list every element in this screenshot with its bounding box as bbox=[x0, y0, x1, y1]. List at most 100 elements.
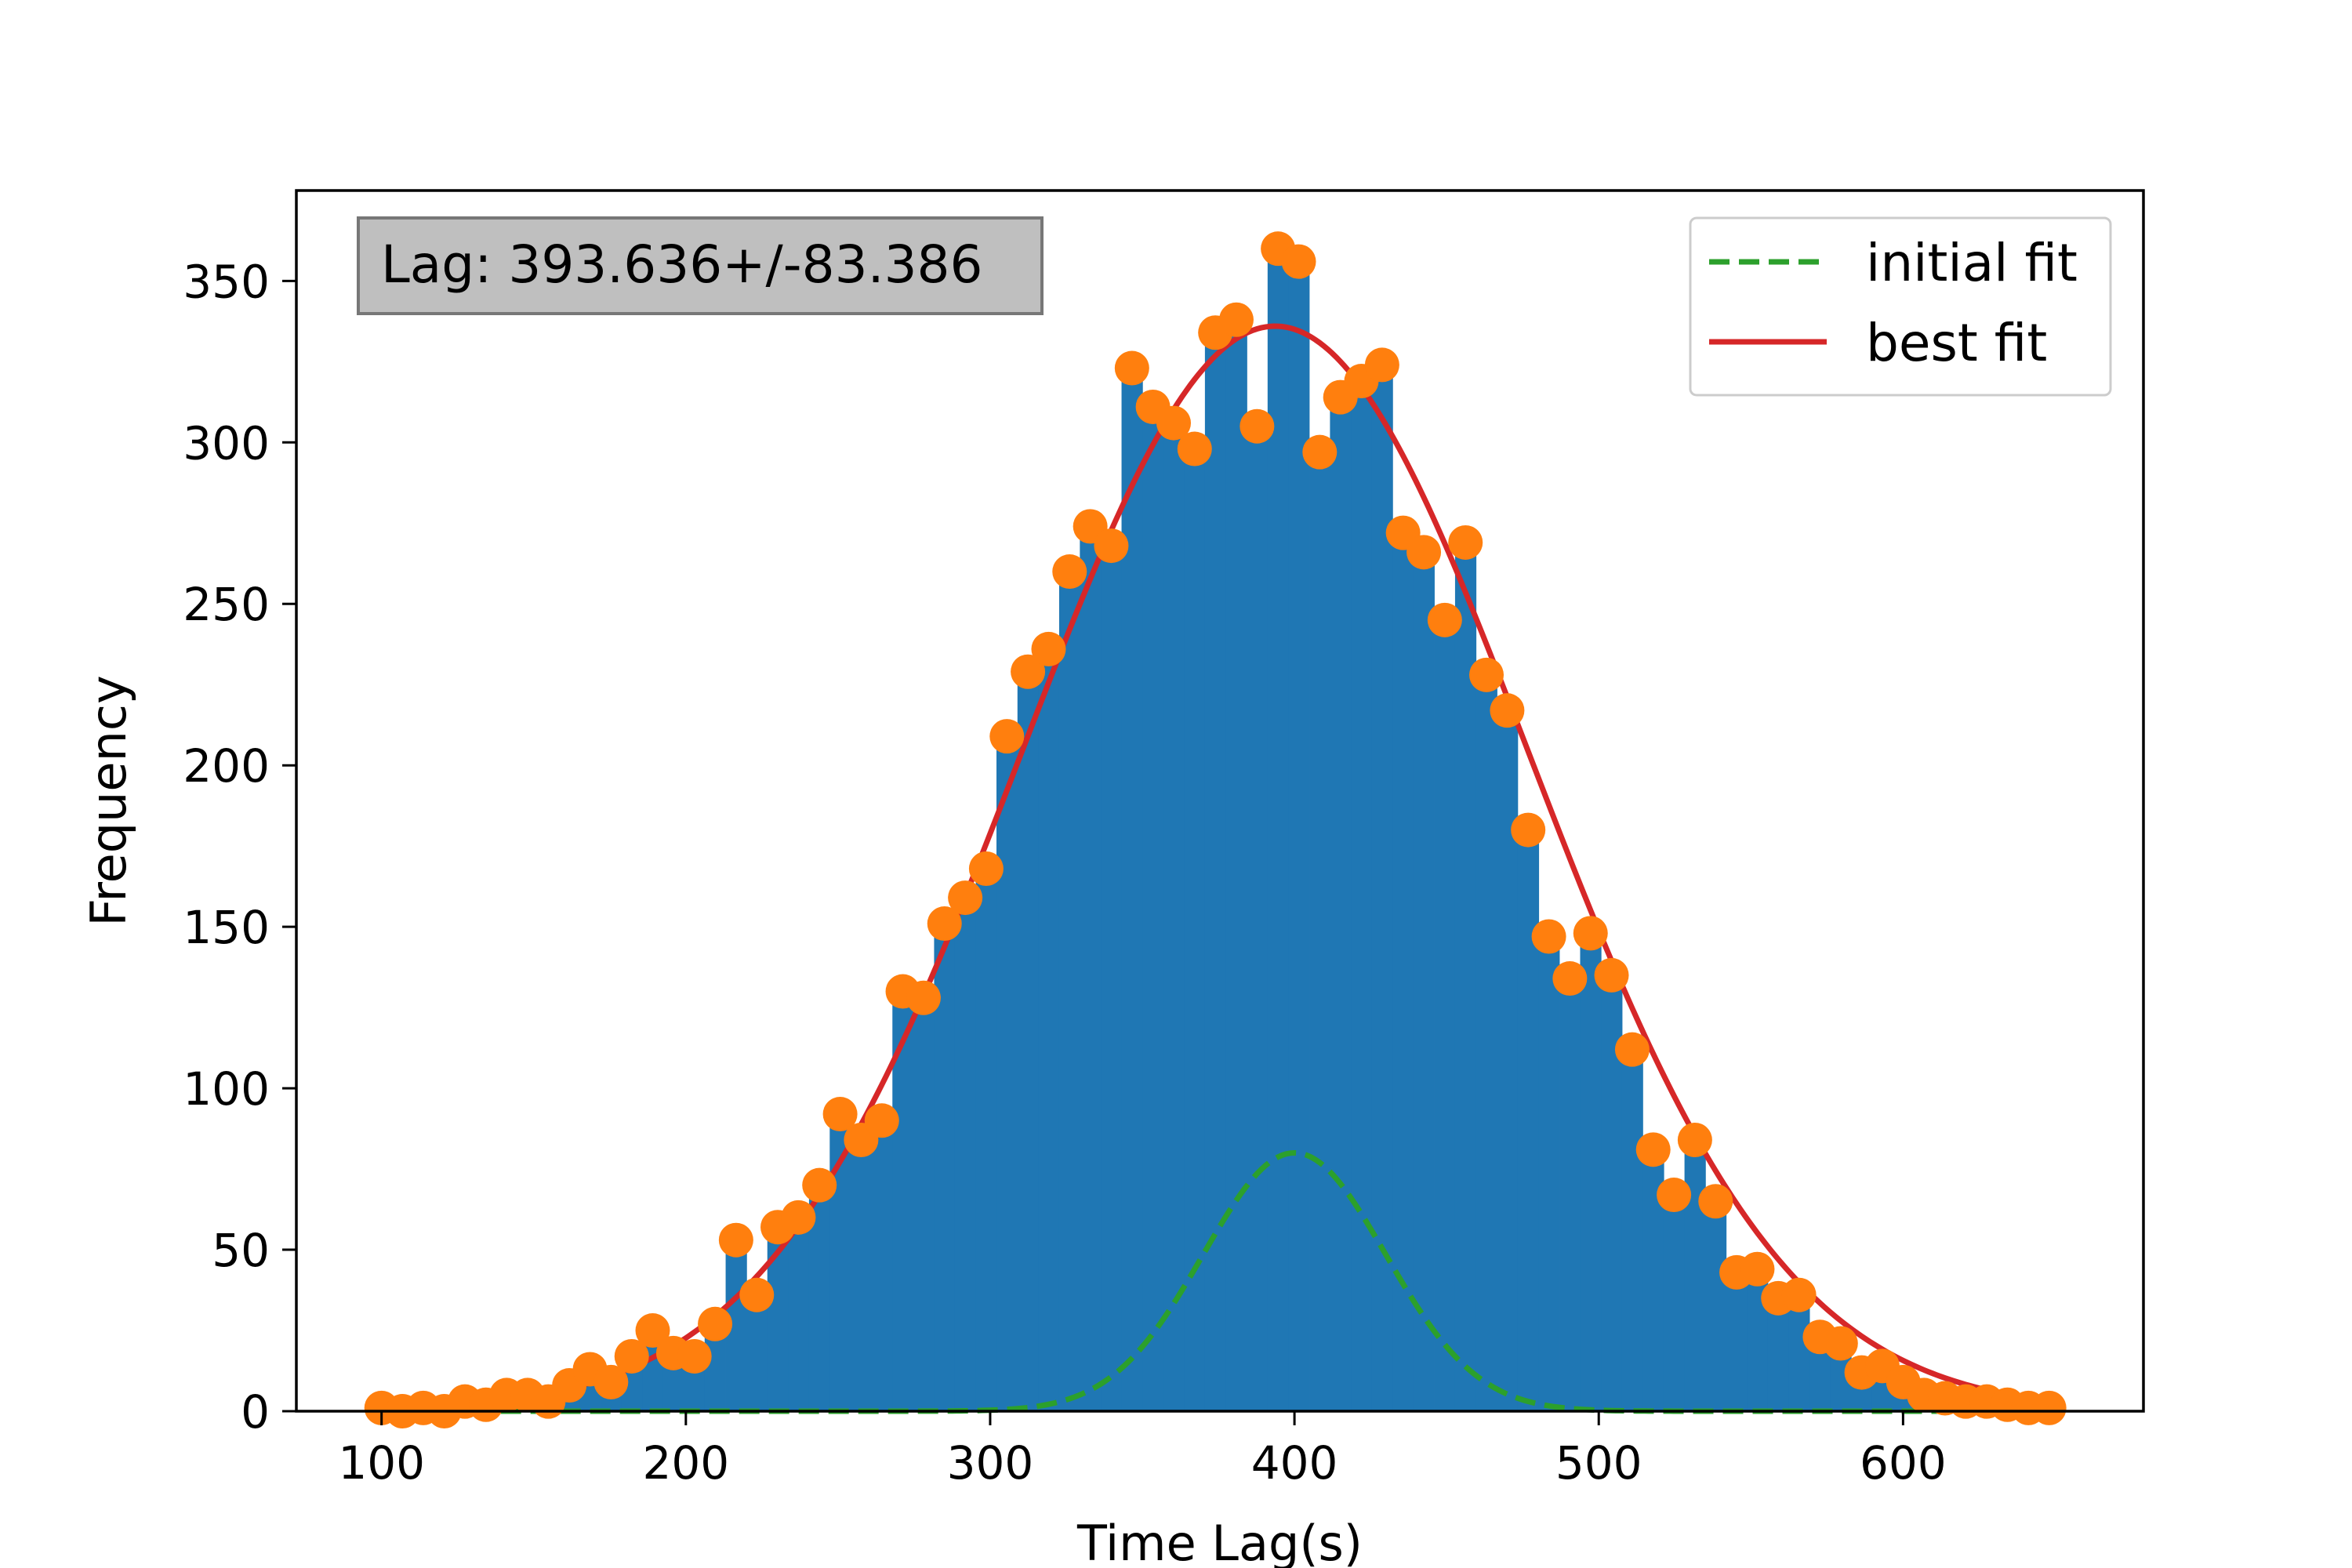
x-tick-label: 600 bbox=[1860, 1436, 1947, 1490]
histogram-bar bbox=[1309, 452, 1331, 1412]
histogram-point bbox=[718, 1222, 753, 1258]
histogram-point bbox=[906, 980, 941, 1015]
histogram-point bbox=[1740, 1251, 1775, 1287]
histogram-point bbox=[1177, 431, 1212, 466]
histogram-point bbox=[1302, 434, 1338, 470]
histogram-bar bbox=[954, 898, 977, 1411]
histogram-point bbox=[1677, 1123, 1712, 1157]
y-tick-label: 200 bbox=[183, 739, 270, 793]
histogram-bar bbox=[1454, 542, 1477, 1411]
histogram-point bbox=[1469, 657, 1504, 692]
histogram-bar bbox=[1330, 397, 1352, 1412]
histogram-point bbox=[1511, 812, 1546, 848]
histogram-point bbox=[1094, 528, 1129, 564]
histogram-bar bbox=[871, 1120, 893, 1411]
histogram-point bbox=[1552, 961, 1588, 996]
histogram-point bbox=[1781, 1277, 1817, 1312]
histogram-point bbox=[989, 719, 1025, 754]
histogram-bar bbox=[1621, 1049, 1643, 1411]
histogram-bar bbox=[1663, 1195, 1685, 1411]
histogram-point bbox=[1031, 631, 1066, 666]
histogram-point bbox=[614, 1338, 649, 1374]
histogram-bar bbox=[1080, 526, 1102, 1411]
y-axis-label: Frequency bbox=[80, 675, 137, 926]
x-tick-label: 200 bbox=[642, 1436, 729, 1490]
histogram-point bbox=[635, 1313, 670, 1348]
legend-best-fit-label: best fit bbox=[1866, 313, 2047, 373]
histogram-bar bbox=[746, 1294, 768, 1411]
y-tick-label: 50 bbox=[212, 1224, 270, 1277]
histogram-bar bbox=[1538, 936, 1560, 1411]
histogram-point bbox=[1240, 408, 1275, 444]
y-tick-label: 0 bbox=[241, 1385, 270, 1439]
histogram-point bbox=[698, 1306, 733, 1341]
histogram-bar bbox=[1184, 448, 1206, 1411]
histogram-point bbox=[1698, 1184, 1733, 1219]
histogram-point bbox=[968, 851, 1004, 886]
plot-area bbox=[364, 231, 2067, 1428]
x-axis-label: Time Lag(s) bbox=[1076, 1515, 1363, 1568]
legend: initial fit best fit bbox=[1689, 216, 2112, 397]
x-tick-label: 400 bbox=[1251, 1436, 1338, 1490]
histogram-bar bbox=[1038, 648, 1060, 1411]
histogram-bar bbox=[1101, 546, 1123, 1411]
histogram-bar bbox=[996, 736, 1018, 1411]
legend-initial-fit-label: initial fit bbox=[1866, 233, 2078, 293]
y-tick-label: 350 bbox=[183, 255, 270, 308]
histogram-bar bbox=[1288, 261, 1310, 1412]
y-axis-ticks: 0 50 100 150 200 250 300 350 bbox=[183, 255, 296, 1439]
histogram-point bbox=[781, 1200, 816, 1235]
histogram-bar bbox=[851, 1140, 873, 1411]
histogram-point bbox=[1156, 405, 1192, 441]
histogram-point bbox=[1448, 524, 1483, 560]
histogram-bar bbox=[1351, 381, 1373, 1411]
histogram-point bbox=[1427, 602, 1462, 637]
histogram-bar bbox=[1704, 1201, 1727, 1411]
histogram-bar bbox=[1163, 423, 1185, 1411]
histogram-bars bbox=[371, 249, 2060, 1412]
histogram-point bbox=[1635, 1132, 1671, 1167]
histogram-point bbox=[677, 1338, 712, 1374]
histogram-point bbox=[1594, 957, 1629, 993]
histogram-bar bbox=[1204, 332, 1227, 1412]
histogram-bar bbox=[1497, 710, 1519, 1411]
plot-frame bbox=[295, 189, 2145, 1413]
histogram-bar bbox=[1788, 1294, 1810, 1411]
histogram-bar bbox=[1392, 532, 1414, 1411]
legend-box bbox=[1689, 216, 2112, 397]
histogram-bar bbox=[1267, 249, 1290, 1412]
lag-annotation-box: Lag: 393.636+/-83.386 bbox=[357, 216, 1044, 315]
histogram-bar bbox=[1684, 1140, 1706, 1411]
histogram-point bbox=[1114, 350, 1149, 386]
histogram-point bbox=[1531, 919, 1566, 954]
histogram-point bbox=[1281, 244, 1316, 279]
histogram-point bbox=[1573, 916, 1608, 951]
histogram-bar bbox=[1121, 368, 1143, 1411]
y-tick-label: 150 bbox=[183, 901, 270, 954]
histogram-point bbox=[1657, 1178, 1692, 1213]
annotation-text: Lag: 393.636+/-83.386 bbox=[381, 234, 983, 295]
histogram-point bbox=[1364, 347, 1399, 383]
histogram-point bbox=[1823, 1326, 1858, 1361]
x-axis-ticks: 100 200 300 400 500 600 bbox=[338, 1411, 1947, 1490]
x-tick-label: 300 bbox=[947, 1436, 1034, 1490]
x-tick-label: 500 bbox=[1555, 1436, 1642, 1490]
histogram-bar bbox=[1580, 933, 1602, 1411]
histogram-bar bbox=[1413, 552, 1435, 1412]
histogram-bar bbox=[1475, 674, 1497, 1411]
histogram-point bbox=[802, 1167, 837, 1203]
histogram-bar bbox=[975, 869, 997, 1411]
histogram-point bbox=[1052, 554, 1087, 590]
histogram-bar bbox=[1559, 978, 1581, 1411]
histogram-bar bbox=[1517, 829, 1540, 1411]
y-tick-label: 100 bbox=[183, 1062, 270, 1116]
histogram-point bbox=[822, 1097, 858, 1132]
histogram-point bbox=[2031, 1390, 2067, 1425]
histogram-point bbox=[927, 906, 962, 942]
y-tick-label: 250 bbox=[183, 578, 270, 631]
histogram-point bbox=[739, 1277, 775, 1312]
histogram-bar bbox=[1017, 671, 1039, 1411]
histogram-bar bbox=[913, 997, 935, 1411]
histogram-point bbox=[1406, 535, 1442, 570]
histogram-point bbox=[948, 880, 983, 916]
